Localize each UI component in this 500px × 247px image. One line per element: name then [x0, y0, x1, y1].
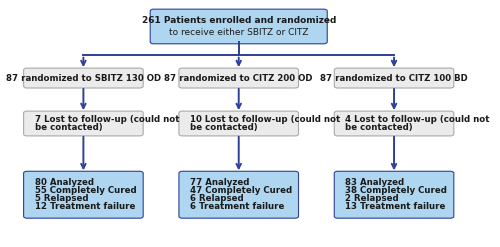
Text: 83 Analyzed: 83 Analyzed	[346, 178, 405, 187]
Text: 13 Treatment failure: 13 Treatment failure	[346, 202, 446, 211]
FancyBboxPatch shape	[150, 9, 327, 44]
Text: 55 Completely Cured: 55 Completely Cured	[34, 186, 136, 195]
FancyBboxPatch shape	[179, 111, 298, 136]
Text: 38 Completely Cured: 38 Completely Cured	[346, 186, 447, 195]
Text: 77 Analyzed: 77 Analyzed	[190, 178, 250, 187]
FancyBboxPatch shape	[179, 171, 298, 218]
Text: be contacted): be contacted)	[346, 123, 413, 132]
Text: be contacted): be contacted)	[34, 123, 102, 132]
FancyBboxPatch shape	[179, 68, 298, 88]
FancyBboxPatch shape	[334, 171, 454, 218]
Text: to receive either SBITZ or CITZ: to receive either SBITZ or CITZ	[169, 27, 308, 37]
FancyBboxPatch shape	[334, 111, 454, 136]
Text: 47 Completely Cured: 47 Completely Cured	[190, 186, 292, 195]
FancyBboxPatch shape	[24, 111, 143, 136]
Text: 87 randomized to CITZ 200 OD: 87 randomized to CITZ 200 OD	[164, 74, 313, 82]
Text: 261 Patients enrolled and randomized: 261 Patients enrolled and randomized	[142, 17, 336, 25]
Text: be contacted): be contacted)	[190, 123, 258, 132]
Text: 6 Relapsed: 6 Relapsed	[190, 194, 244, 203]
Text: 87 randomized to CITZ 100 BD: 87 randomized to CITZ 100 BD	[320, 74, 468, 82]
FancyBboxPatch shape	[24, 68, 143, 88]
Text: 7 Lost to follow-up (could not: 7 Lost to follow-up (could not	[34, 115, 179, 124]
Text: 2 Relapsed: 2 Relapsed	[346, 194, 399, 203]
Text: 87 randomized to SBITZ 130 OD: 87 randomized to SBITZ 130 OD	[6, 74, 161, 82]
Text: 6 Treatment failure: 6 Treatment failure	[190, 202, 284, 211]
Text: 5 Relapsed: 5 Relapsed	[34, 194, 88, 203]
FancyBboxPatch shape	[24, 171, 143, 218]
Text: 12 Treatment failure: 12 Treatment failure	[34, 202, 135, 211]
Text: 4 Lost to follow-up (could not: 4 Lost to follow-up (could not	[346, 115, 490, 124]
FancyBboxPatch shape	[334, 68, 454, 88]
Text: 80 Analyzed: 80 Analyzed	[34, 178, 94, 187]
Text: 10 Lost to follow-up (could not: 10 Lost to follow-up (could not	[190, 115, 340, 124]
